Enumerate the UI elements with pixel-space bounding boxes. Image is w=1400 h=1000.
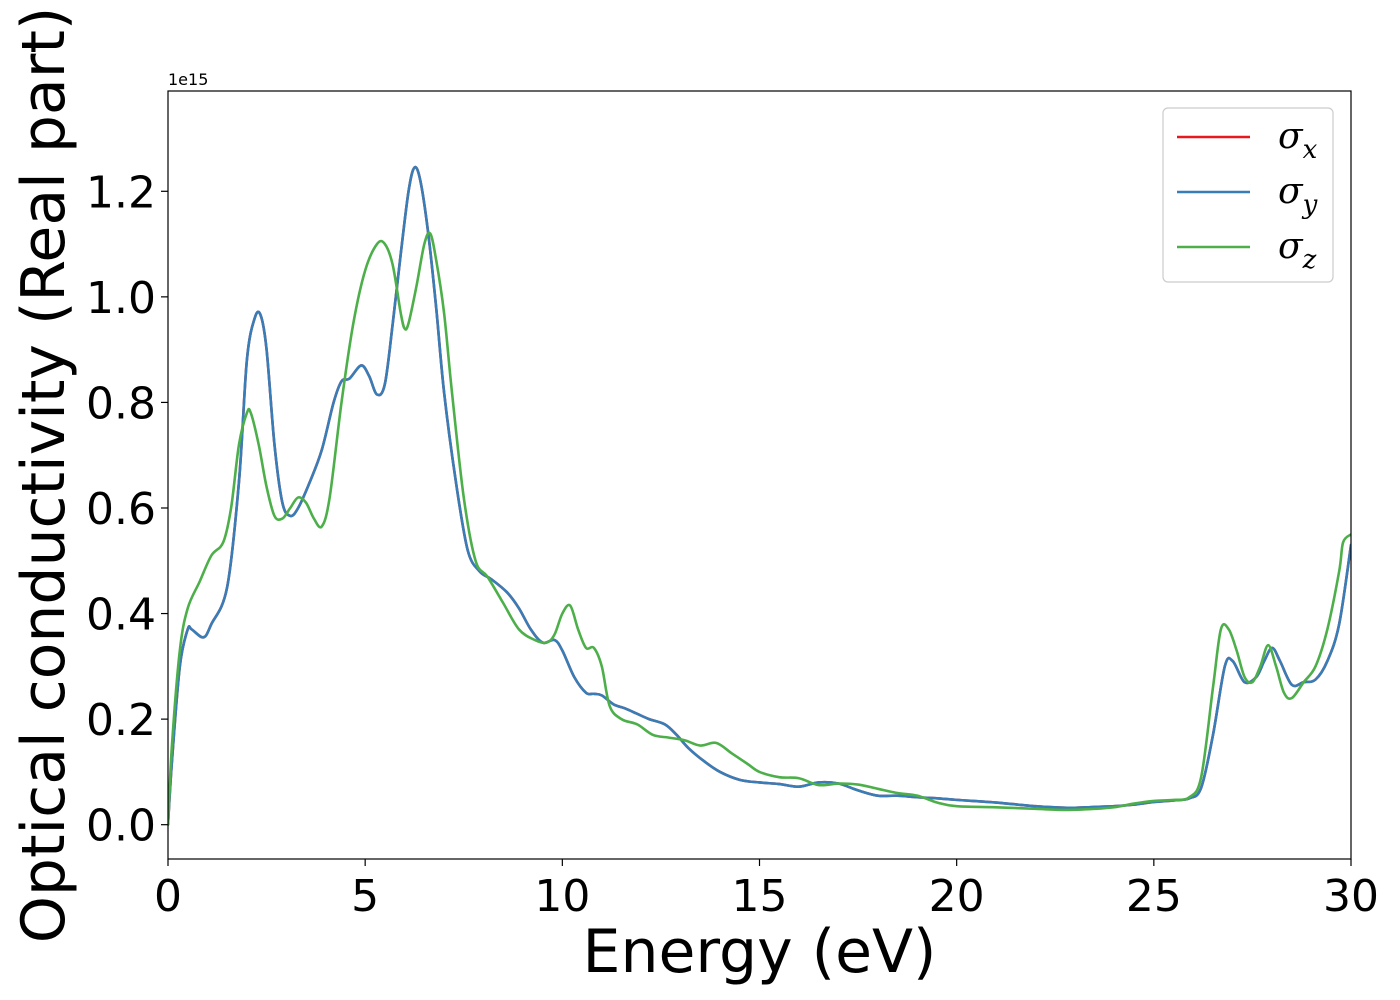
series-line-z xyxy=(168,231,1351,826)
y-tick-label: 0.2 xyxy=(86,695,156,746)
x-tick-label: 10 xyxy=(534,871,590,922)
x-axis-label: Energy (eV) xyxy=(583,917,937,987)
legend-items: σx σy σz xyxy=(1177,116,1318,275)
legend-label-z: σz xyxy=(1278,226,1317,275)
x-axis-ticks: 0 5 10 15 20 25 30 xyxy=(154,859,1379,922)
legend: σx σy σz xyxy=(1162,107,1334,283)
y-tick-label: 0.6 xyxy=(86,484,156,535)
legend-box xyxy=(1162,107,1334,283)
x-tick-label: 25 xyxy=(1126,871,1182,922)
x-tick-label: 5 xyxy=(351,871,379,922)
y-axis-ticks: 0.0 0.2 0.4 0.6 0.8 1.0 1.2 xyxy=(86,167,168,852)
y-tick-label: 0.0 xyxy=(86,801,156,852)
x-tick-label: 30 xyxy=(1323,871,1379,922)
x-tick-label: 20 xyxy=(929,871,985,922)
legend-label-x: σx xyxy=(1278,116,1318,165)
legend-label-y: σy xyxy=(1278,171,1318,220)
x-tick-label: 0 xyxy=(154,871,182,922)
y-tick-label: 0.8 xyxy=(86,378,156,429)
x-tick-label: 15 xyxy=(732,871,788,922)
y-tick-label: 1.0 xyxy=(86,273,156,324)
y-tick-label: 0.4 xyxy=(86,590,156,641)
plot-area xyxy=(167,90,1352,860)
y-tick-label: 1.2 xyxy=(86,167,156,218)
y-axis-label: Optical conductivity (Real part) xyxy=(9,7,79,944)
y-offset-label: 1e15 xyxy=(168,70,208,89)
series-layer xyxy=(168,165,1351,826)
